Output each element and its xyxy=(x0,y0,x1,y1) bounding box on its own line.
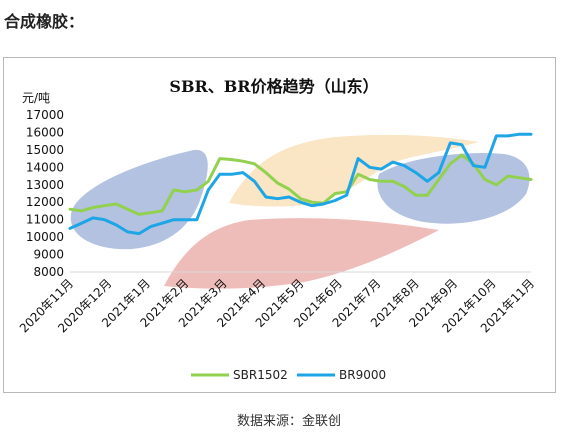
y-tick-label: 9000 xyxy=(33,248,64,262)
y-axis: 8000 9000 10000 11000 12000 13000 14000 15000 16… xyxy=(26,108,64,279)
y-tick-label: 15000 xyxy=(26,143,64,157)
chart-frame: SBR、BR价格趋势（山东） 元/吨 8000 9000 10000 11000 120… xyxy=(3,57,556,393)
y-tick-label: 17000 xyxy=(26,108,64,122)
y-axis-unit-label: 元/吨 xyxy=(22,91,50,105)
y-tick-label: 16000 xyxy=(26,125,64,139)
series-line-br9000 xyxy=(68,132,533,236)
y-tick-label: 8000 xyxy=(33,265,64,279)
chart-title: SBR、BR价格趋势（山东） xyxy=(169,77,378,96)
y-tick-label: 13000 xyxy=(26,178,64,192)
y-tick-label: 10000 xyxy=(26,230,64,244)
legend: SBR1502 BR9000 xyxy=(191,368,386,382)
data-source-note: 数据来源：金联创 xyxy=(236,414,341,429)
blue-blob-left xyxy=(70,149,208,250)
section-heading: 合成橡胶： xyxy=(4,12,85,31)
price-trend-chart: SBR、BR价格趋势（山东） 元/吨 8000 9000 10000 11000 120… xyxy=(17,77,537,382)
y-tick-label: 14000 xyxy=(26,160,64,174)
legend-label-br9000: BR9000 xyxy=(339,368,386,382)
legend-label-sbr1502: SBR1502 xyxy=(233,368,288,382)
series-line-sbr1502 xyxy=(68,153,533,216)
background-decoration xyxy=(70,134,530,289)
y-tick-label: 12000 xyxy=(26,195,64,209)
y-tick-label: 11000 xyxy=(26,213,64,227)
series-lines xyxy=(68,132,533,236)
red-blob-bottom xyxy=(164,218,439,289)
